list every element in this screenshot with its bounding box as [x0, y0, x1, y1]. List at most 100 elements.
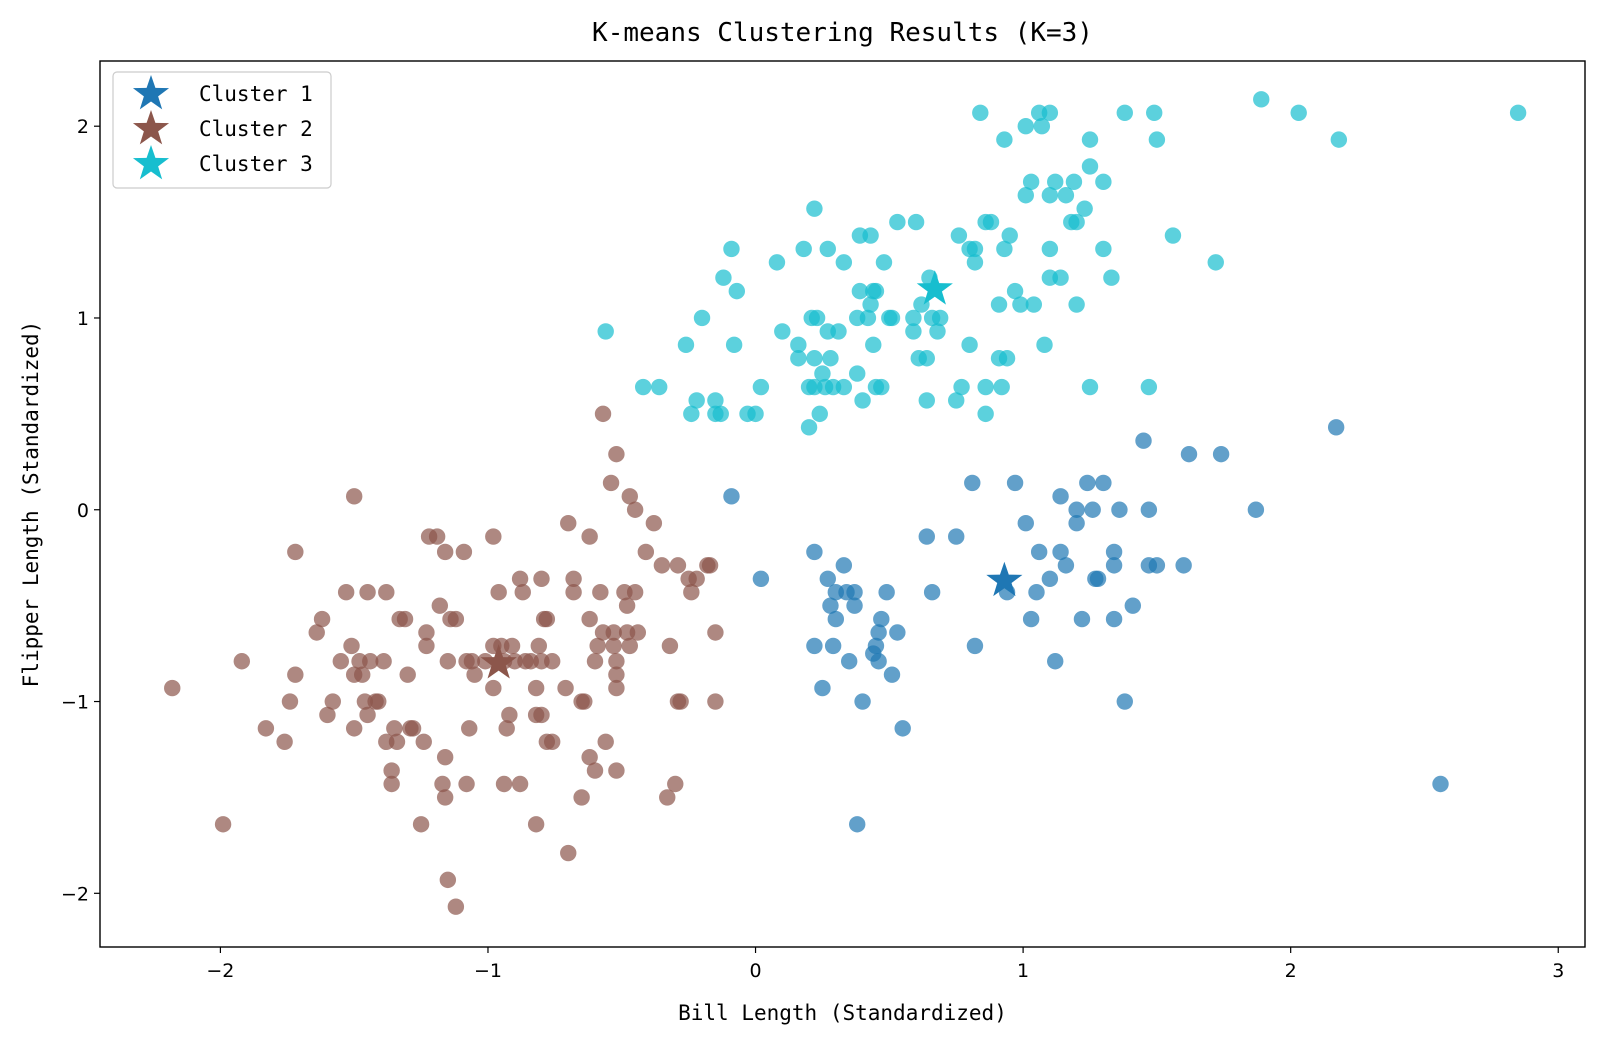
data-point [870, 624, 887, 641]
y-tick-label: −1 [61, 692, 89, 714]
data-point [362, 653, 379, 670]
data-point [439, 871, 457, 889]
data-point [1041, 570, 1059, 587]
x-tick-label: 3 [1552, 960, 1564, 982]
data-point [966, 240, 984, 258]
data-point [1105, 610, 1123, 628]
data-point [461, 720, 478, 737]
legend-label: Cluster 3 [199, 152, 313, 176]
data-point [359, 584, 376, 601]
data-point [345, 488, 363, 505]
data-point [608, 666, 625, 683]
data-point [637, 543, 655, 561]
data-point [819, 240, 836, 258]
data-point [608, 445, 625, 463]
data-point [961, 336, 978, 354]
data-point [1095, 474, 1112, 492]
data-point [581, 528, 598, 545]
data-point [1012, 296, 1029, 313]
data-point [982, 213, 1000, 231]
data-point [1103, 269, 1120, 286]
data-point [1105, 557, 1123, 574]
data-point [846, 584, 863, 601]
data-point [683, 584, 700, 601]
data-point [878, 584, 895, 601]
data-point [806, 543, 823, 561]
data-point [378, 584, 395, 601]
data-point [581, 748, 598, 766]
data-point [1076, 200, 1093, 217]
data-point [827, 610, 845, 628]
data-point [626, 501, 644, 518]
data-point [629, 624, 647, 641]
data-point [661, 637, 679, 655]
data-point [1057, 187, 1075, 204]
data-point [538, 610, 556, 628]
data-point [723, 240, 740, 258]
data-point [1033, 118, 1051, 135]
data-point [835, 378, 853, 396]
data-point [608, 762, 625, 779]
data-point [854, 693, 871, 710]
data-point [683, 405, 700, 423]
data-point [862, 296, 879, 313]
data-point [514, 584, 531, 601]
data-point [399, 666, 416, 683]
data-point [811, 405, 828, 423]
data-point [849, 365, 866, 382]
data-point [485, 528, 502, 545]
data-point [1030, 543, 1048, 561]
data-point [608, 679, 625, 697]
data-point [1509, 104, 1527, 121]
data-point [651, 378, 668, 396]
data-point [707, 392, 724, 409]
data-point [1068, 213, 1085, 231]
data-point [458, 775, 475, 793]
data-point [693, 309, 711, 327]
data-point [677, 336, 695, 354]
centroid-star-icon [480, 644, 517, 679]
data-point [889, 213, 906, 231]
data-point [257, 720, 275, 737]
data-point [894, 720, 911, 737]
data-point [707, 624, 724, 641]
data-point [883, 309, 901, 327]
data-point [490, 584, 507, 601]
data-point [1052, 269, 1069, 286]
data-point [1111, 501, 1128, 518]
data-point [1041, 187, 1059, 204]
data-point [1068, 501, 1085, 518]
data-point [800, 419, 818, 436]
data-point [688, 392, 705, 409]
data-point [977, 378, 994, 396]
y-tick-label: 1 [77, 308, 89, 330]
data-point [164, 679, 181, 697]
data-point [1052, 543, 1069, 561]
data-point [774, 323, 791, 340]
data-point [1164, 227, 1182, 244]
y-tick-label: −2 [61, 883, 89, 905]
data-point [1180, 445, 1198, 463]
data-point [752, 570, 770, 587]
data-point [1001, 227, 1018, 244]
data-point [276, 733, 293, 751]
data-point [597, 733, 614, 751]
data-point [918, 392, 935, 409]
data-point [605, 637, 622, 655]
data-point [830, 323, 847, 340]
data-point [345, 720, 363, 737]
data-point [436, 748, 454, 766]
data-point [728, 282, 746, 300]
data-point [1124, 597, 1142, 614]
data-point [466, 666, 483, 683]
data-point [308, 624, 325, 641]
data-point [931, 309, 949, 327]
data-point [527, 679, 545, 697]
legend-star-icon [132, 110, 170, 145]
data-point [313, 610, 331, 628]
data-point [790, 350, 807, 367]
centroid-layer [480, 270, 1023, 679]
data-point [814, 679, 831, 697]
data-point [503, 637, 521, 655]
data-point [332, 653, 350, 670]
